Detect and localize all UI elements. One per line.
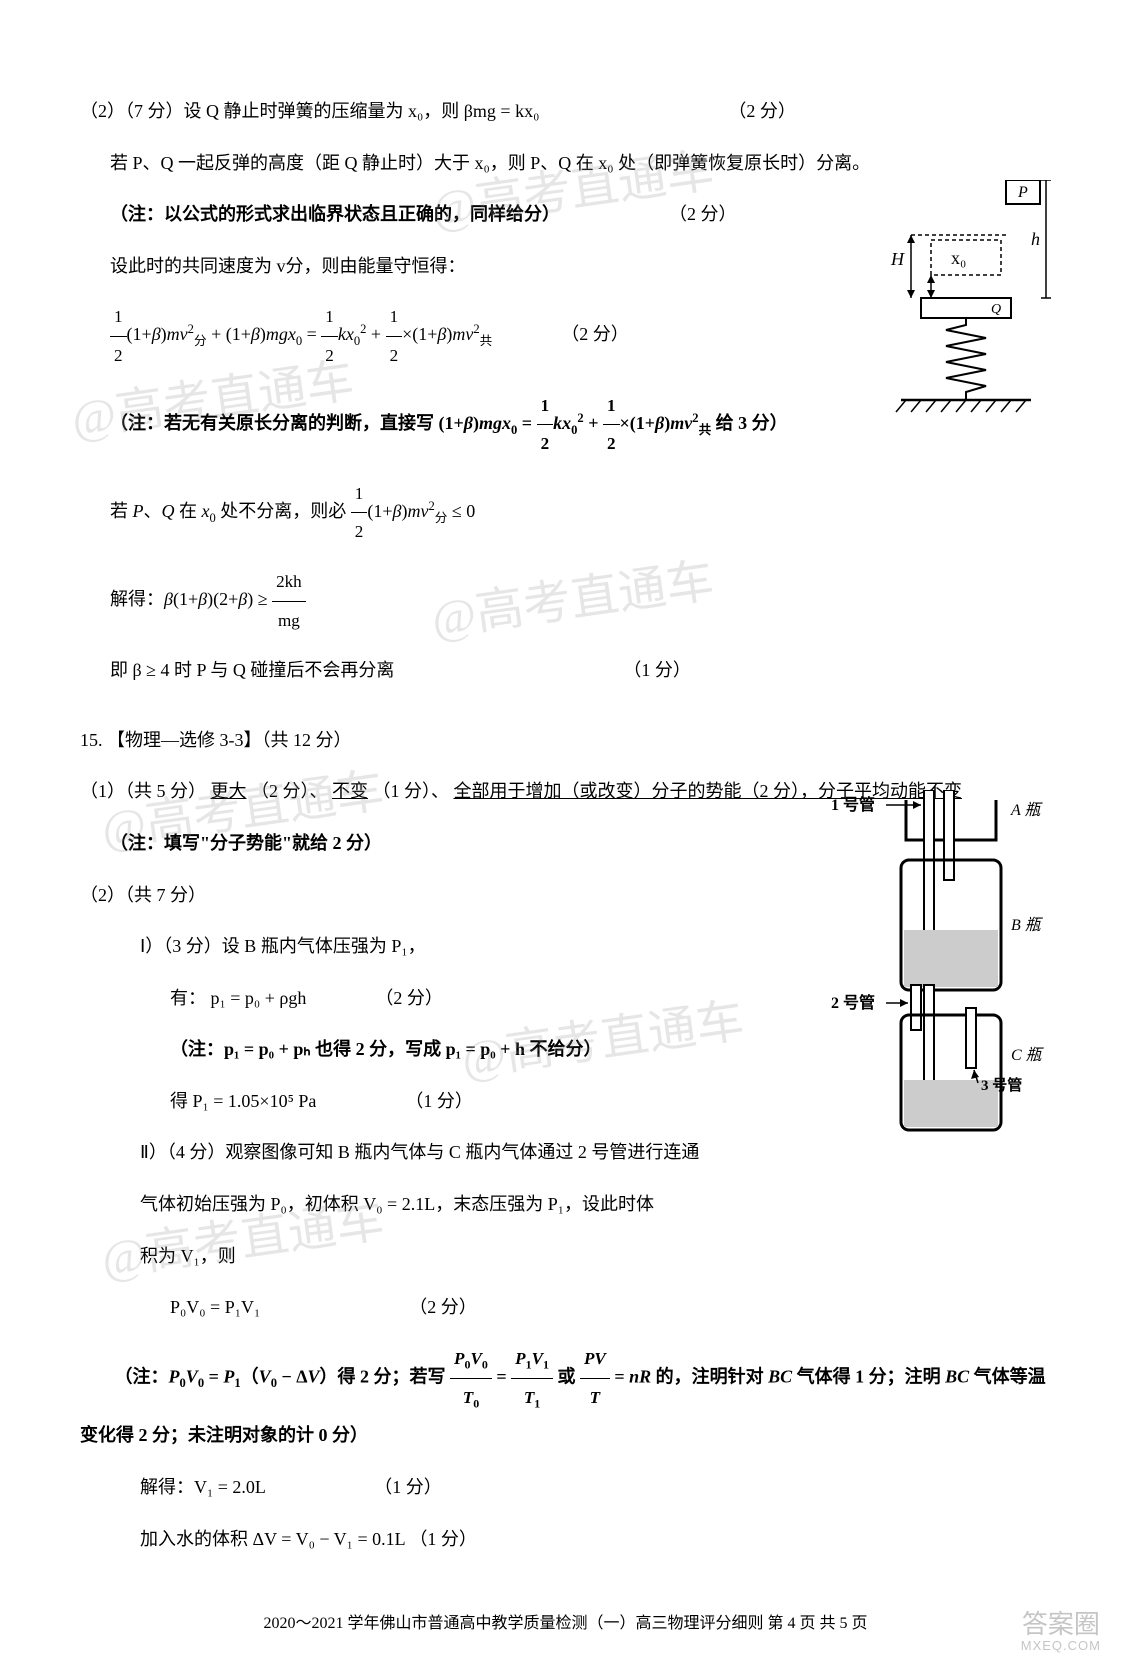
label-C: C 瓶 xyxy=(1011,1046,1045,1064)
bottle-diagram: 1 号管 2 号管 A 瓶 B 瓶 C 瓶 xyxy=(826,790,1056,1150)
score: （2 分） xyxy=(375,988,443,1008)
text: 解得：V₁ = 2.0L xyxy=(140,1477,265,1497)
score: （2 分） xyxy=(669,204,737,224)
corner-watermark: 答案圈 MXEQ.COM xyxy=(1021,1610,1101,1653)
text: （1）（共 5 分） xyxy=(80,781,206,801)
score: （1 分）、 xyxy=(373,781,450,801)
q14-2-heading: （2）（7 分）设 Q 静止时弹簧的压缩量为 x₀，则 βmg = kx₀ （2… xyxy=(80,92,1051,132)
score: （1 分） xyxy=(405,1091,473,1111)
text: 即 β ≥ 4 时 P 与 Q 碰撞后不会再分离 xyxy=(110,660,394,680)
q15-heading: 15. 【物理—选修 3-3】（共 12 分） xyxy=(80,721,1051,761)
q15-p2-II-res1: 解得：V₁ = 2.0L （1 分） xyxy=(140,1468,1051,1508)
score: （1 分） xyxy=(409,1529,477,1549)
text: 得 P₁ = 1.05×10⁵ Pa xyxy=(170,1091,316,1111)
text: （2）（7 分）设 Q 静止时弹簧的压缩量为 x₀，则 βmg = kx₀ xyxy=(80,101,539,121)
q14-2-l6: 解得：β(1+β)(2+β) ≥ 2kh mg xyxy=(110,563,1051,639)
text: P₀V₀ = P₁V₁ xyxy=(170,1297,260,1317)
score: （2 分） xyxy=(409,1297,477,1317)
corner-bottom: MXEQ.COM xyxy=(1021,1639,1101,1653)
label-H: H xyxy=(890,249,905,269)
q14-2-l2: 若 P、Q 一起反弹的高度（距 Q 静止时）大于 x₀，则 P、Q 在 x₀ 处… xyxy=(110,144,1051,184)
page-footer: 2020～2021 学年佛山市普通高中教学质量检测（一）高三物理评分细则 第 4… xyxy=(80,1609,1051,1633)
q14-2-l7: 即 β ≥ 4 时 P 与 Q 碰撞后不会再分离 （1 分） xyxy=(110,651,1051,691)
q15-p2-II-note: （注：P0V0 = P1（V0 − ΔV）得 2 分；若写 P0V0T0 = P… xyxy=(80,1340,1051,1456)
spring-diagram: P h H x₀ Q xyxy=(861,180,1051,440)
label-tube2: 2 号管 xyxy=(831,993,875,1012)
q15-p2-II-l2: 气体初始压强为 P₀，初体积 V₀ = 2.1L，末态压强为 P₁，设此时体 xyxy=(140,1185,1051,1225)
q15-p2-II-res2: 加入水的体积 ΔV = V₀ − V₁ = 0.1L （1 分） xyxy=(140,1520,1051,1560)
score: （1 分） xyxy=(374,1477,442,1497)
blank-b: 不变 xyxy=(332,781,368,801)
score: （2 分） xyxy=(561,325,629,345)
note: （注：以公式的形式求出临界状态且正确的，同样给分） xyxy=(110,204,560,224)
blank-a: 更大 xyxy=(211,781,247,801)
q15-p2-II-l3: 积为 V₁，则 xyxy=(140,1237,1051,1277)
fraction: 12 xyxy=(321,298,338,374)
label-Q: Q xyxy=(991,302,1001,317)
page: @高考直通车 @高考直通车 @高考直通车 @高考直通车 @高考直通车 @高考直通… xyxy=(0,0,1131,1673)
label-B: B 瓶 xyxy=(1011,916,1044,934)
corner-top: 答案圈 xyxy=(1021,1610,1101,1639)
q14-2-l5: 若 P、Q 在 x0 处不分离，则必 12(1+β)mv2分 ≤ 0 xyxy=(110,475,1051,551)
q15-p2-II-eq: P₀V₀ = P₁V₁ （2 分） xyxy=(170,1288,1051,1328)
label-x0: x₀ xyxy=(951,248,966,268)
label-P: P xyxy=(1017,184,1028,201)
fraction: 12 xyxy=(110,298,127,374)
score: （2 分） xyxy=(728,101,796,121)
label-tube3: 3 号管 xyxy=(981,1076,1022,1094)
score: （1 分） xyxy=(623,660,691,680)
text: 加入水的体积 ΔV = V₀ − V₁ = 0.1L xyxy=(140,1529,405,1549)
text: 有： p₁ = p₀ + ρgh xyxy=(170,988,306,1008)
fraction: 2kh mg xyxy=(272,563,306,639)
label-tube1: 1 号管 xyxy=(831,795,875,814)
fraction: 12 xyxy=(386,298,403,374)
label-A: A 瓶 xyxy=(1010,801,1043,819)
score: （2 分）、 xyxy=(251,781,328,801)
label-h: h xyxy=(1031,229,1040,249)
